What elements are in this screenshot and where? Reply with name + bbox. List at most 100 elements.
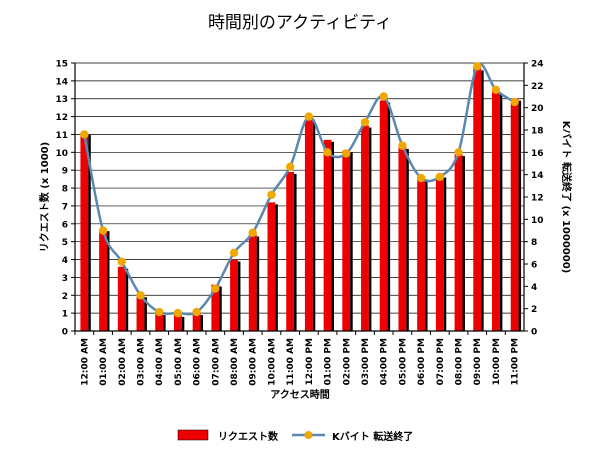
line-point xyxy=(342,149,351,158)
x-tick-label: 08:00 PM xyxy=(455,338,465,385)
bar xyxy=(342,150,351,331)
legend-label-requests: リクエスト数 xyxy=(218,430,279,443)
right-tick-label: 6 xyxy=(531,261,537,271)
line-point xyxy=(473,62,482,71)
line-point xyxy=(229,248,239,258)
bar-shadow xyxy=(144,297,147,331)
bar xyxy=(80,132,89,331)
bar-shadow xyxy=(387,102,391,332)
right-tick-label: 24 xyxy=(531,60,544,70)
line-point xyxy=(117,257,126,266)
line-point xyxy=(435,172,445,182)
bar xyxy=(211,284,220,331)
right-tick-label: 0 xyxy=(531,328,537,338)
bar-shadow xyxy=(312,122,316,331)
bar-shadow xyxy=(256,236,260,331)
right-tick-label: 16 xyxy=(531,149,544,159)
bar-shadow xyxy=(237,261,241,331)
line-point xyxy=(154,307,164,317)
legend: リクエスト数 Kバイト 転送終了 xyxy=(177,429,413,443)
bar xyxy=(267,202,276,331)
bar xyxy=(473,68,482,332)
line-point xyxy=(136,291,145,300)
bar-shadow xyxy=(163,315,166,331)
line-point xyxy=(510,97,519,107)
left-tick-label: 2 xyxy=(62,292,68,302)
right-tick-label: 8 xyxy=(531,238,537,248)
line-point xyxy=(454,148,463,157)
series-line xyxy=(83,62,516,316)
line-point xyxy=(491,85,501,95)
bar-shadow xyxy=(406,148,409,331)
bar xyxy=(99,229,107,331)
left-tick-label: 8 xyxy=(62,185,68,195)
bar-shadow xyxy=(106,231,110,331)
bar xyxy=(192,313,201,331)
axes: 0123456789101112131415024681012141618202… xyxy=(55,60,543,386)
left-axis-title: リクエスト数 (x 1000) xyxy=(38,142,51,252)
bar xyxy=(379,100,388,332)
x-tick-label: 09:00 AM xyxy=(249,338,259,386)
left-tick-label: 12 xyxy=(55,113,68,123)
bar xyxy=(304,120,313,331)
bar-shadow xyxy=(443,177,447,331)
right-tick-label: 14 xyxy=(531,171,544,181)
left-tick-label: 6 xyxy=(62,220,68,230)
line-point xyxy=(211,284,220,293)
x-tick-label: 10:00 PM xyxy=(492,338,502,385)
line-point xyxy=(285,162,295,172)
x-tick-label: 04:00 AM xyxy=(155,338,165,386)
line-point xyxy=(416,173,426,183)
bar-shadow xyxy=(462,156,465,331)
x-tick-label: 02:00 PM xyxy=(342,338,352,385)
x-tick-label: 01:00 AM xyxy=(99,338,109,386)
bar xyxy=(230,259,238,331)
bar-shadow xyxy=(125,268,129,331)
line-point xyxy=(360,117,370,127)
x-tick-label: 06:00 PM xyxy=(417,338,427,385)
bar-shadow xyxy=(88,134,91,331)
bar-shadow xyxy=(350,152,353,331)
left-tick-label: 14 xyxy=(55,77,68,87)
gridlines xyxy=(75,62,524,314)
bar xyxy=(173,314,182,331)
bar xyxy=(435,175,444,331)
left-tick-label: 7 xyxy=(62,202,68,212)
line-point xyxy=(173,308,183,318)
legend-marker-kbytes xyxy=(304,431,313,439)
x-tick-label: 06:00 AM xyxy=(193,338,203,386)
bar xyxy=(136,295,145,331)
x-tick-label: 02:00 AM xyxy=(118,338,128,386)
bar-shadow xyxy=(219,286,222,331)
x-tick-label: 07:00 AM xyxy=(211,338,221,386)
bar xyxy=(492,91,500,331)
line-point xyxy=(379,92,388,101)
x-tick-label: 04:00 PM xyxy=(380,338,390,385)
x-tick-label: 05:00 PM xyxy=(398,338,408,385)
bar-shadow xyxy=(518,100,522,331)
line-point xyxy=(98,226,108,235)
right-tick-label: 10 xyxy=(531,216,544,226)
bar xyxy=(454,154,463,331)
right-tick-label: 22 xyxy=(531,82,544,92)
right-tick-label: 4 xyxy=(531,283,537,293)
bar-shadow xyxy=(481,70,484,332)
x-tick-label: 05:00 AM xyxy=(174,338,184,386)
left-tick-label: 13 xyxy=(55,95,68,105)
line-point xyxy=(248,228,257,237)
left-tick-label: 4 xyxy=(62,256,68,266)
line-point xyxy=(80,130,89,139)
bar xyxy=(248,234,257,331)
bar xyxy=(155,313,164,331)
x-tick-label: 03:00 PM xyxy=(361,338,371,385)
bar-shadow xyxy=(331,141,334,331)
bar-shadow xyxy=(425,179,428,331)
left-tick-label: 9 xyxy=(62,167,68,177)
line-point xyxy=(192,307,201,317)
left-tick-label: 0 xyxy=(62,328,68,338)
bar-shadow xyxy=(368,127,372,332)
x-tick-label: 10:00 AM xyxy=(267,338,277,386)
x-tick-label: 12:00 AM xyxy=(80,338,90,386)
left-tick-label: 15 xyxy=(55,60,68,70)
